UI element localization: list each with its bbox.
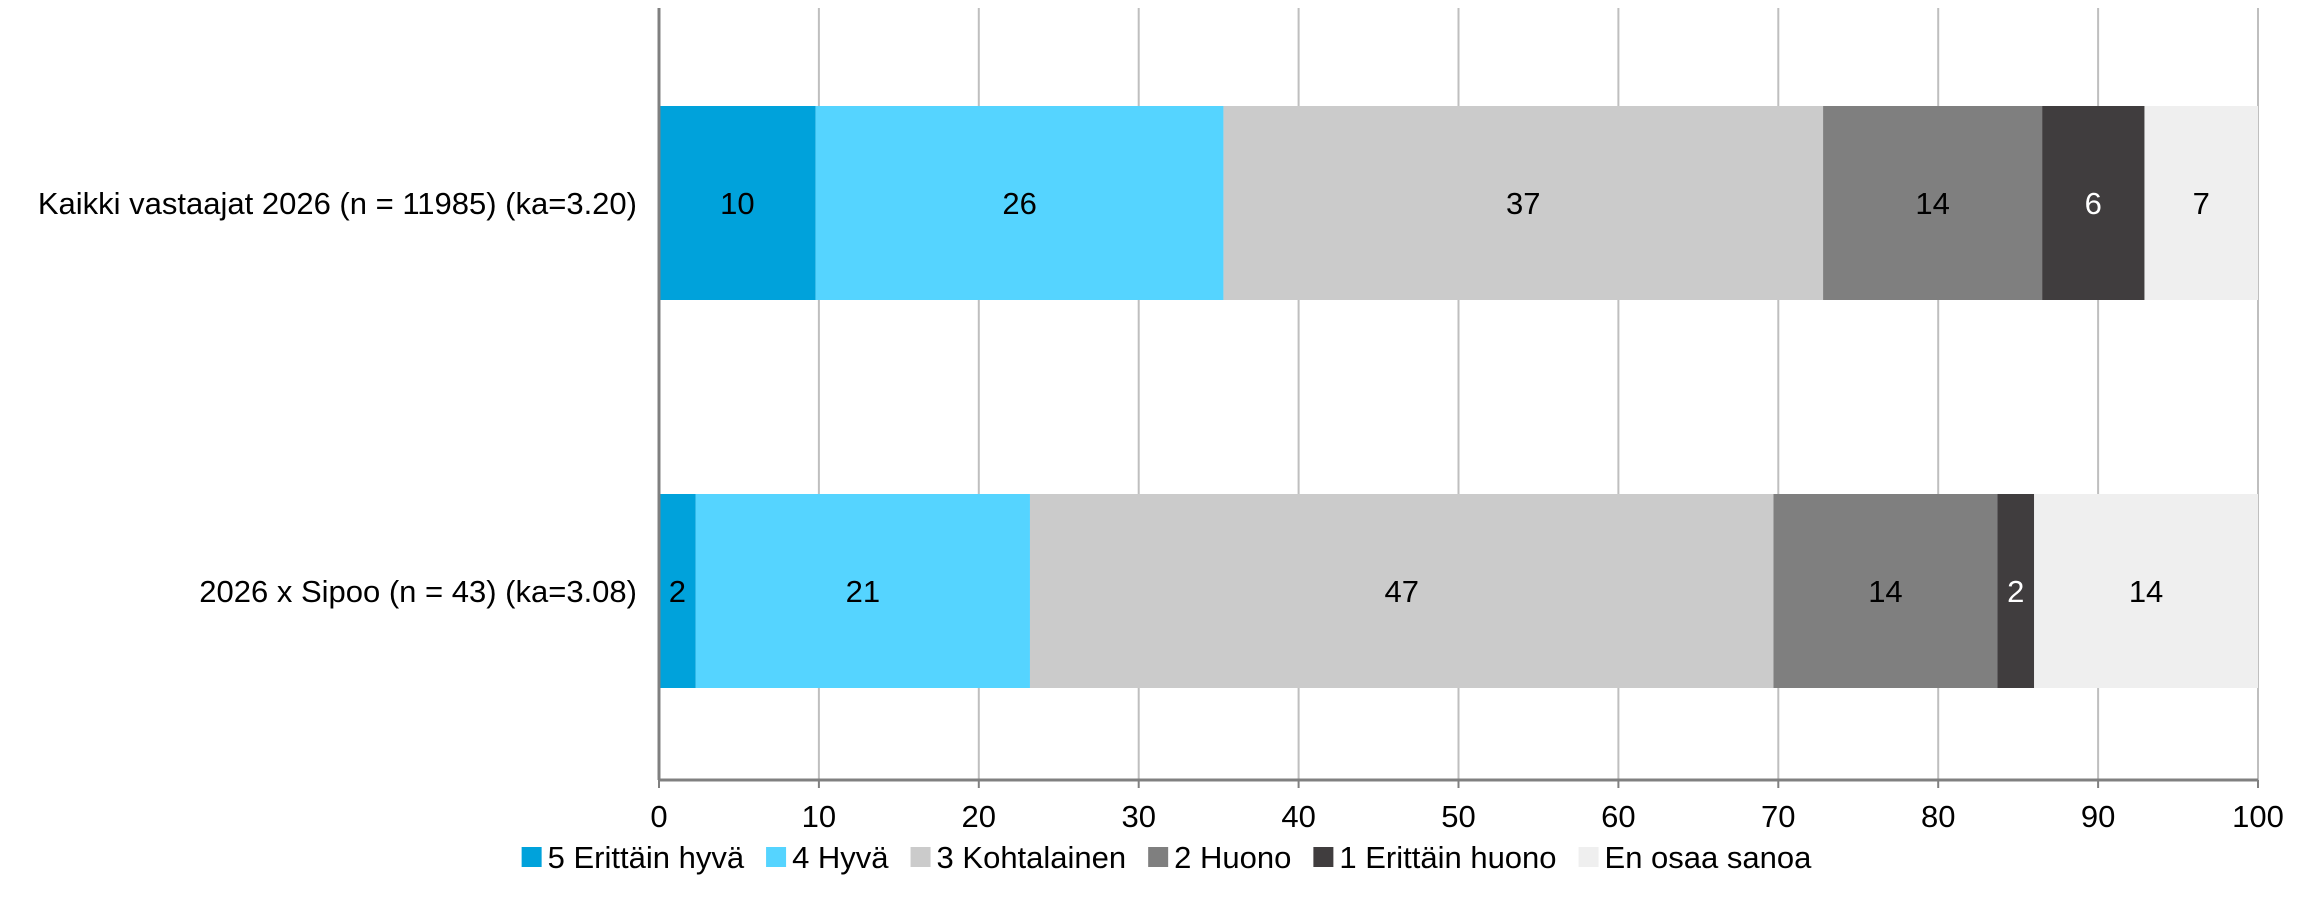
data-label: 6 [2085,186,2102,221]
x-tick-label: 10 [802,799,836,834]
x-tick-label: 80 [1921,799,1955,834]
data-label: 14 [1915,186,1949,221]
bar-segment [659,494,696,688]
legend-label: 4 Hyvä [792,840,889,875]
data-label: 47 [1384,574,1418,609]
x-tick-label: 50 [1441,799,1475,834]
bar-segment [1773,494,1998,688]
bar-segment [659,106,816,300]
bar-segment [695,494,1030,688]
category-label: Kaikki vastaajat 2026 (n = 11985) (ka=3.… [38,186,637,221]
data-label: 26 [1002,186,1036,221]
x-tick-label: 20 [962,799,996,834]
data-label: 21 [846,574,880,609]
legend-label: 5 Erittäin hyvä [548,840,745,875]
bar-segment [815,106,1224,300]
data-label: 2 [669,574,686,609]
legend-swatch [1148,847,1169,867]
legend-swatch [1313,847,1334,867]
x-tick-label: 100 [2232,799,2284,834]
x-tick-label: 30 [1121,799,1155,834]
x-tick-label: 60 [1601,799,1635,834]
legend: 5 Erittäin hyvä 4 Hyvä 3 Kohtalainen 2 Huon… [521,840,1813,875]
legend-label: 3 Kohtalainen [937,840,1127,875]
bars: 10 26 37 14 6 7 2 21 47 14 2 14 [659,106,2258,688]
bar-segment [1997,494,2035,688]
bar-segment [2144,106,2258,300]
bar-segment [2042,106,2145,300]
axes: Kaikki vastaajat 2026 (n = 11985) (ka=3.… [38,8,2284,834]
legend-swatch [766,847,787,867]
x-tick-label: 90 [2081,799,2115,834]
bar-segment [1029,494,1774,688]
bar-segment [1823,106,2043,300]
legend-label: En osaa sanoa [1605,840,1813,875]
legend-swatch [521,847,542,867]
data-label: 14 [2129,574,2163,609]
bar-segment [2034,494,2258,688]
x-tick-label: 0 [650,799,667,834]
data-label: 37 [1506,186,1540,221]
data-label: 2 [2007,574,2024,609]
category-label: 2026 x Sipoo (n = 43) (ka=3.08) [199,574,637,609]
bar-segment [1223,106,1824,300]
x-tick-label: 70 [1761,799,1795,834]
data-label: 14 [1868,574,1902,609]
data-label: 10 [720,186,754,221]
data-label: 7 [2193,186,2210,221]
x-tick-label: 40 [1281,799,1315,834]
legend-label: 2 Huono [1174,840,1291,875]
legend-label: 1 Erittäin huono [1339,840,1556,875]
legend-swatch [1578,847,1599,867]
legend-swatch [910,847,931,867]
